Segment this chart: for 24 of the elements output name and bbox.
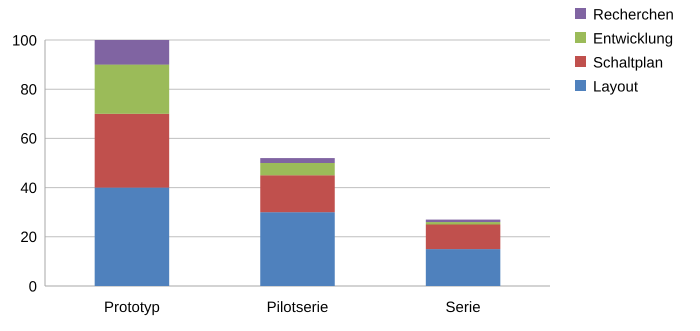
bar xyxy=(426,224,500,250)
y-tick-label: 80 xyxy=(20,81,37,98)
y-tick-label: 60 xyxy=(20,130,37,148)
bar xyxy=(94,114,170,188)
bar xyxy=(260,175,335,212)
x-tick-label: Prototyp xyxy=(104,299,160,316)
x-tick-label: Pilotserie xyxy=(266,299,328,316)
bar xyxy=(94,40,170,65)
legend-label: Schaltplan xyxy=(593,54,664,72)
bar xyxy=(260,163,335,176)
bar xyxy=(426,249,500,286)
bar xyxy=(426,220,500,222)
y-tick-label: 100 xyxy=(12,32,37,50)
bar xyxy=(260,212,335,286)
bar xyxy=(260,158,335,163)
bar xyxy=(94,188,170,286)
y-tick-label: 0 xyxy=(28,278,37,296)
bar xyxy=(94,64,170,114)
legend-label: Recherchen xyxy=(593,6,674,24)
legend-label: Layout xyxy=(593,78,639,96)
y-tick-label: 20 xyxy=(20,229,37,246)
y-tick-label: 40 xyxy=(20,180,37,197)
legend-label: Entwicklung xyxy=(593,30,674,48)
x-tick-label: Serie xyxy=(446,299,481,316)
